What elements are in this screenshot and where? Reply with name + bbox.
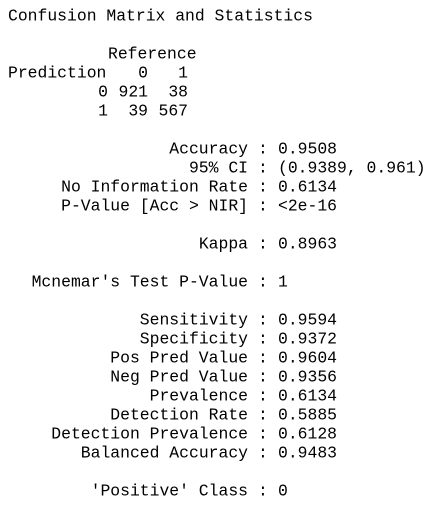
stat-label: Neg Pred Value [110,367,248,386]
stat-value: 0.5885 [278,405,337,424]
stat-value: 0 [278,481,288,500]
stat-value: 0.9483 [278,443,337,462]
matrix-cell: 39 [128,101,148,120]
stat-label: Pos Pred Value [110,348,248,367]
separator: : [258,405,268,424]
separator: : [258,329,268,348]
matrix-cell: 567 [158,101,188,120]
separator: : [258,443,268,462]
separator: : [258,481,268,500]
separator: : [258,367,268,386]
stat-label: No Information Rate [61,177,248,196]
stat-label: Detection Rate [110,405,248,424]
row-label: 0 [98,82,108,101]
stat-value: 0.9356 [278,367,337,386]
stat-value: <2e-16 [278,196,337,215]
stat-value: 0.9508 [278,139,337,158]
stat-label: Prevalence [150,386,248,405]
separator: : [258,196,268,215]
title: Confusion Matrix and Statistics [8,6,313,25]
separator: : [258,234,268,253]
matrix-cell: 921 [118,82,148,101]
column-header: 0 [138,63,148,82]
matrix-cell: 38 [168,82,188,101]
stat-label: Balanced Accuracy [81,443,248,462]
separator: : [258,386,268,405]
row-label: 1 [98,101,108,120]
separator: : [258,177,268,196]
reference-label: Reference [108,44,197,63]
separator: : [258,424,268,443]
separator: : [258,348,268,367]
separator: : [258,158,268,177]
stat-value: 1 [278,272,288,291]
separator: : [258,310,268,329]
prediction-label: Prediction [8,63,106,82]
stat-label: Detection Prevalence [51,424,248,443]
stat-value: 0.6128 [278,424,337,443]
column-header: 1 [178,63,188,82]
stat-value: 0.8963 [278,234,337,253]
stat-label: P-Value [Acc > NIR] [61,196,248,215]
stat-label: Mcnemar's Test P-Value [32,272,248,291]
separator: : [258,272,268,291]
stat-value: 0.6134 [278,386,337,405]
stat-label: Kappa [199,234,248,253]
separator: : [258,139,268,158]
stat-value: 0.6134 [278,177,337,196]
stat-value: (0.9389, 0.961) [278,158,426,177]
stat-value: 0.9604 [278,348,337,367]
stat-label: 'Positive' Class [91,481,248,500]
stat-label: 95% CI [189,158,248,177]
stat-label: Accuracy [169,139,248,158]
stat-value: 0.9372 [278,329,337,348]
stat-value: 0.9594 [278,310,337,329]
stat-label: Specificity [140,329,248,348]
stat-label: Sensitivity [140,310,248,329]
